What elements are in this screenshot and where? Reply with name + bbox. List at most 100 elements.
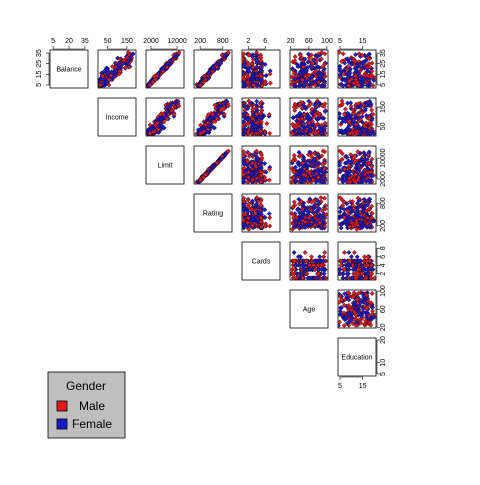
point-female bbox=[254, 102, 259, 108]
variable-label-limit: Limit bbox=[158, 163, 173, 170]
point-female bbox=[338, 169, 343, 175]
point-male bbox=[322, 51, 328, 57]
point-female bbox=[358, 156, 364, 162]
point-female bbox=[340, 271, 346, 277]
tick-label: 12000 bbox=[167, 38, 187, 45]
point-female bbox=[263, 73, 269, 79]
point-male bbox=[306, 215, 312, 221]
point-male bbox=[342, 215, 348, 221]
point-female bbox=[315, 167, 321, 173]
point-female bbox=[242, 131, 247, 136]
point-male bbox=[214, 160, 220, 166]
point-female bbox=[349, 275, 355, 280]
point-female bbox=[367, 98, 373, 104]
panel-income-vs-income: Income bbox=[97, 97, 137, 137]
legend-swatch-female bbox=[56, 418, 68, 430]
variable-label-rating: Rating bbox=[203, 211, 223, 218]
point-male bbox=[200, 174, 206, 180]
point-male bbox=[365, 262, 371, 268]
point-female bbox=[206, 123, 212, 129]
point-female bbox=[210, 65, 216, 71]
point-male bbox=[258, 202, 264, 208]
point-male bbox=[259, 119, 264, 125]
point-female bbox=[348, 113, 354, 119]
point-female bbox=[339, 177, 345, 183]
panel-balance-vs-balance: Balance bbox=[49, 49, 89, 89]
point-female bbox=[293, 173, 299, 178]
point-female bbox=[306, 76, 312, 82]
point-female bbox=[357, 258, 363, 264]
tick-label: 20 bbox=[380, 336, 387, 344]
point-female bbox=[222, 152, 228, 158]
top-axis-limit: 2000 12000 bbox=[143, 38, 187, 50]
point-male bbox=[307, 169, 313, 175]
point-female bbox=[364, 83, 370, 88]
point-female bbox=[301, 267, 307, 272]
point-male bbox=[369, 262, 375, 268]
points-group bbox=[242, 50, 273, 88]
point-female bbox=[359, 215, 365, 220]
point-male bbox=[254, 50, 260, 55]
point-female bbox=[353, 125, 359, 130]
point-female bbox=[352, 301, 358, 307]
point-male bbox=[300, 206, 305, 212]
point-female bbox=[224, 98, 230, 104]
bottom-axis-education: 5 15 bbox=[338, 376, 367, 390]
tick-label: 25 bbox=[380, 60, 387, 68]
point-female bbox=[301, 83, 307, 88]
point-female bbox=[320, 172, 326, 178]
point-male bbox=[369, 215, 374, 221]
point-male bbox=[242, 51, 247, 57]
point-male bbox=[249, 206, 255, 212]
point-male bbox=[320, 148, 326, 154]
point-female bbox=[164, 104, 170, 110]
points-group bbox=[146, 50, 182, 88]
point-male bbox=[319, 56, 324, 62]
point-female bbox=[302, 131, 308, 136]
right-axis-cards: 8 6 4 2 bbox=[376, 246, 387, 276]
point-male bbox=[161, 119, 167, 125]
point-female bbox=[348, 100, 354, 106]
point-male bbox=[312, 82, 318, 88]
tick-label: 2000 bbox=[143, 38, 159, 45]
point-female bbox=[360, 209, 366, 215]
point-male bbox=[297, 52, 303, 58]
point-female bbox=[367, 81, 373, 86]
point-female bbox=[300, 168, 306, 174]
point-male bbox=[345, 64, 351, 69]
point-male bbox=[354, 130, 360, 136]
points-group bbox=[194, 148, 231, 184]
point-female bbox=[363, 106, 368, 112]
point-male bbox=[262, 80, 268, 86]
point-male bbox=[306, 72, 312, 78]
point-male bbox=[210, 68, 216, 74]
point-female bbox=[356, 160, 361, 166]
point-female bbox=[297, 262, 303, 268]
point-male bbox=[369, 164, 375, 170]
panel-limit-vs-cards bbox=[241, 145, 281, 185]
point-female bbox=[363, 198, 369, 204]
point-female bbox=[346, 168, 352, 174]
point-male bbox=[346, 290, 352, 296]
point-male bbox=[246, 52, 252, 58]
point-female bbox=[258, 65, 264, 71]
point-female bbox=[361, 294, 367, 299]
point-female bbox=[342, 77, 348, 83]
point-male bbox=[312, 222, 318, 228]
point-female bbox=[312, 125, 318, 130]
point-male bbox=[290, 81, 295, 87]
point-female bbox=[311, 164, 317, 169]
point-male bbox=[254, 148, 259, 154]
point-male bbox=[297, 102, 303, 107]
point-male bbox=[258, 128, 264, 134]
point-female bbox=[344, 56, 350, 62]
point-female bbox=[360, 163, 365, 168]
point-female bbox=[300, 214, 306, 220]
point-male bbox=[296, 201, 302, 207]
tick-label: 5 bbox=[51, 38, 55, 45]
panel-frame bbox=[337, 337, 377, 377]
point-male bbox=[356, 51, 362, 57]
points-group bbox=[290, 148, 328, 184]
point-male bbox=[368, 300, 374, 306]
point-male bbox=[322, 120, 328, 126]
